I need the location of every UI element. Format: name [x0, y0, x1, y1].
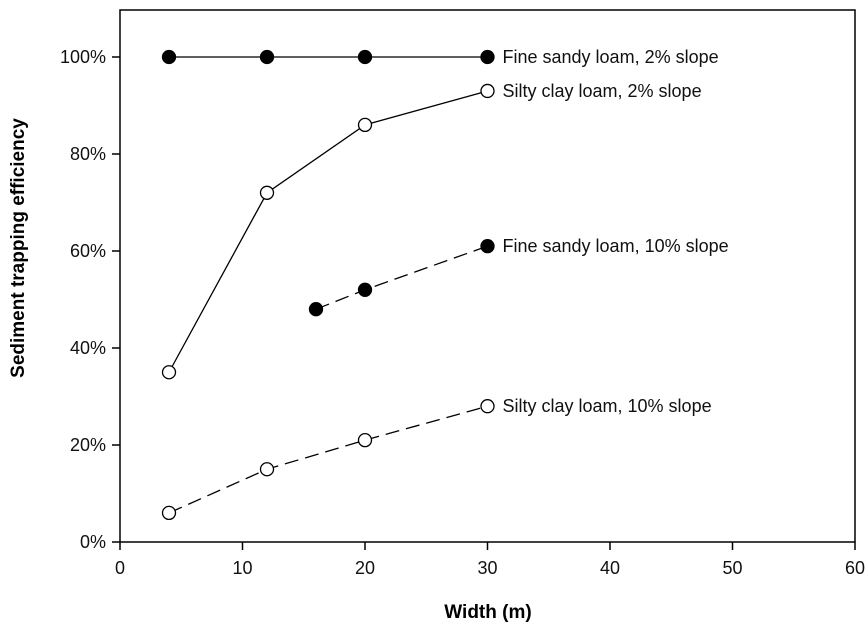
x-tick-label: 20	[355, 558, 375, 578]
series-label: Fine sandy loam, 10% slope	[503, 236, 729, 256]
series-line	[168, 405, 488, 514]
series-label: Fine sandy loam, 2% slope	[503, 47, 719, 67]
data-point	[308, 302, 324, 317]
data-point	[259, 49, 275, 65]
series-line	[168, 90, 488, 373]
data-point	[259, 462, 275, 477]
x-tick-label: 60	[845, 558, 865, 578]
data-point	[161, 505, 177, 521]
data-point	[357, 282, 373, 297]
data-point	[357, 49, 373, 65]
series-line	[315, 245, 488, 310]
y-tick-label: 20%	[70, 435, 106, 455]
x-tick-label: 40	[600, 558, 620, 578]
data-point	[480, 238, 495, 254]
series-label: Silty clay loam, 2% slope	[503, 81, 702, 101]
data-point	[259, 185, 275, 200]
x-tick-label: 30	[477, 558, 497, 578]
axes: 0 10 20 30 40 50 60 0% 20% 40% 60% 80% 100%	[60, 9, 865, 578]
y-tick-label: 80%	[70, 144, 106, 164]
series-3	[308, 238, 495, 317]
data-point	[161, 365, 177, 380]
x-tick-label: 10	[232, 558, 252, 578]
y-tick-label: 0%	[80, 532, 106, 552]
series-2	[161, 83, 495, 380]
data-point	[480, 49, 495, 65]
y-tick-label: 100%	[60, 47, 106, 67]
data-point	[161, 49, 177, 65]
y-tick-label: 60%	[70, 241, 106, 261]
x-axis-title: Width (m)	[444, 602, 531, 623]
series-label: Silty clay loam, 10% slope	[503, 396, 712, 416]
series-layer	[161, 49, 495, 521]
series-4	[161, 399, 495, 521]
data-point	[357, 117, 373, 133]
x-tick-label: 0	[115, 558, 125, 578]
x-tick-label: 50	[722, 558, 742, 578]
data-point	[357, 432, 373, 448]
series-labels: Fine sandy loam, 2% slope Silty clay loam…	[503, 47, 729, 416]
data-point	[480, 83, 495, 99]
data-point	[480, 399, 495, 414]
y-axis-title: Sediment trapping efficiency	[8, 118, 29, 378]
y-tick-label: 40%	[70, 338, 106, 358]
series-1	[161, 49, 495, 65]
